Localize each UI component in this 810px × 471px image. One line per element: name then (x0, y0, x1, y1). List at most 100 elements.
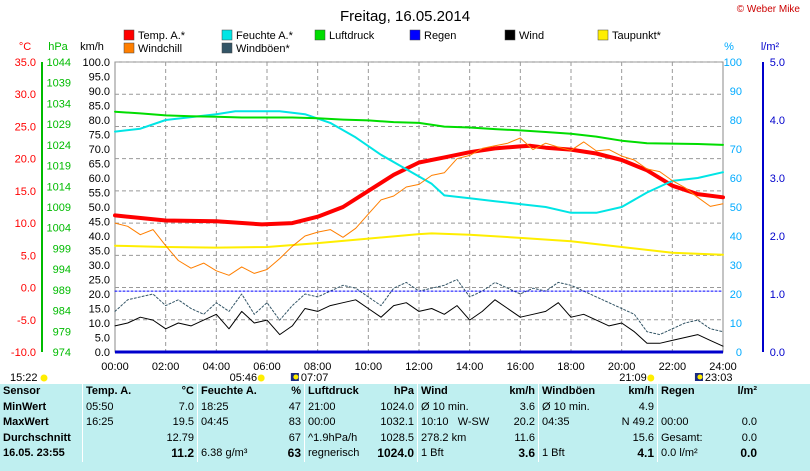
stats-cell: 4.1 (637, 446, 654, 461)
stats-row-current: 16.05. 23:55 11.2 6.38 g/m³ 63 regnerisc… (0, 446, 760, 462)
x-tick-label: 06:00 (253, 361, 281, 373)
series-line (114, 137, 724, 276)
axis-tick-label: 1019 (47, 161, 71, 173)
marker-time-label: 07:07 (301, 372, 329, 384)
axis-tick-label: 100 (724, 57, 742, 69)
axis-tick-label: 5.0 (770, 57, 785, 69)
axis-tick-label: 30.0 (89, 260, 110, 272)
axis-tick-label: 10.0 (89, 318, 110, 330)
stats-cell: 47 (288, 400, 301, 413)
stats-header-wind: Wind (417, 384, 498, 400)
axis-tick-label: 10 (730, 318, 742, 330)
series-line (114, 110, 724, 214)
axis-tick-label: 50 (730, 202, 742, 214)
axis-tick-label: 0.0 (770, 347, 785, 359)
stats-cell: 3.6 (518, 446, 535, 461)
x-tick-label: 04:00 (203, 361, 231, 373)
axis-tick-label: 5.0 (21, 250, 36, 262)
x-tick-label: 10:00 (355, 361, 383, 373)
stats-cell: 0.0 (741, 431, 757, 444)
axis-tick-label: 40 (730, 231, 742, 243)
stats-cell: 278.2 km (417, 430, 498, 447)
axis-tick-label: 1044 (47, 57, 71, 69)
legend-swatch (409, 29, 421, 41)
axis-tick-label: 3.0 (770, 173, 785, 185)
series-lines (113, 110, 725, 347)
stats-cell (657, 399, 724, 416)
stats-header-rain: Regen (657, 384, 724, 400)
legend: Temp. A.* Feuchte A.* Luftdruck Regen Wind Ta… (123, 29, 662, 55)
axis-tick-label: 1.0 (770, 289, 785, 301)
legend-swatch (221, 29, 233, 41)
axis-tick-label: 979 (53, 326, 71, 338)
x-tick-label: 02:00 (152, 361, 180, 373)
stats-cell: 04:45 (197, 415, 272, 431)
statistics-panel: Sensor Temp. A. °C Feuchte A. % Luftdruc… (0, 384, 810, 471)
stats-cell: MinWert (3, 400, 47, 413)
stats-cell: 11.6 (514, 431, 535, 444)
axis-tick-label: 999 (53, 243, 71, 255)
stats-cell: 18:25 (197, 399, 272, 416)
axis-tick-label: 1039 (47, 78, 71, 90)
axis-tick-label: 25.0 (15, 121, 36, 133)
x-tick-label: 12:00 (405, 361, 433, 373)
stats-cell: Ø 10 min. (417, 399, 498, 416)
axis-unit-label: km/h (80, 41, 104, 53)
axis-tick-label: -10.0 (11, 347, 36, 359)
stats-cell: 67 (288, 431, 301, 444)
sun-icon (647, 374, 655, 382)
stats-cell: Ø 10 min. (538, 399, 605, 416)
axis-tick-label: 5.0 (95, 333, 110, 345)
axis-tick-label: -5.0 (17, 315, 36, 327)
axis-tick-label: 30.0 (15, 89, 36, 101)
axis-tick-label: 35.0 (89, 246, 110, 258)
legend-swatch (123, 42, 135, 54)
axis-tick-label: 15.0 (89, 304, 110, 316)
stats-row-max: MaxWert 16:25 19.5 04:45 83 00:00 1032.1… (0, 415, 760, 431)
stats-header-rain-unit: l/m² (737, 385, 757, 397)
axis-tick-label: 35.0 (15, 57, 36, 69)
legend-label: Wind (519, 30, 544, 42)
stats-cell: 1032.1 (380, 416, 414, 429)
x-tick-label: 18:00 (557, 361, 585, 373)
stats-cell: 7.0 (178, 400, 194, 413)
axis-tick-label: 0 (736, 347, 742, 359)
stats-cell: 10:10 W-SW (417, 415, 498, 431)
stats-cell: 63 (287, 446, 301, 461)
axis-tick-label: 20.0 (89, 289, 110, 301)
stats-cell (197, 430, 272, 447)
axis-unit-label: % (724, 41, 734, 53)
axis-tick-label: 20.0 (15, 154, 36, 166)
stats-cell: Durchschnitt (3, 431, 71, 444)
axis-tick-label: 15.0 (15, 186, 36, 198)
x-tick-label: 14:00 (456, 361, 484, 373)
legend-label: Feuchte A.* (236, 30, 294, 42)
axis-tick-label: 95.0 (89, 72, 110, 84)
axis-tick-label: 2.0 (770, 231, 785, 243)
stats-header-gusts-unit: km/h (628, 385, 654, 397)
stats-cell: 3.6 (519, 400, 535, 413)
axis-tick-label: 1029 (47, 119, 71, 131)
sun-icon (40, 374, 48, 382)
axis-tick-label: 45.0 (89, 217, 110, 229)
stats-cell: 11.2 (171, 446, 194, 461)
stats-cell: N 49.2 (621, 416, 654, 429)
y-axes: 35.0 30.0 25.0 20.0 15.0 10.0 5.0 0.0 -5.0 -10.0 1… (11, 57, 785, 359)
series-line (114, 299, 724, 347)
series-line (114, 110, 724, 146)
stats-header-humidity-unit: % (291, 385, 301, 397)
axis-tick-label: 4.0 (770, 115, 785, 127)
stats-cell: 0.0 (741, 416, 757, 429)
marker-time-label: 23:03 (705, 372, 733, 384)
stats-cell: 0.0 l/m² (657, 446, 724, 462)
legend-swatch (123, 29, 135, 41)
axis-unit-label: °C (19, 41, 31, 53)
axis-tick-label: 974 (53, 347, 71, 359)
stats-cell: 1024.0 (377, 446, 414, 461)
stats-cell: 0.0 (740, 446, 757, 461)
stats-cell: 20.2 (513, 416, 535, 429)
stats-cell: MaxWert (3, 416, 49, 429)
stats-cell: 1 Bft (538, 446, 605, 462)
axis-tick-label: 50.0 (89, 202, 110, 214)
axis-tick-label: 994 (53, 264, 71, 276)
